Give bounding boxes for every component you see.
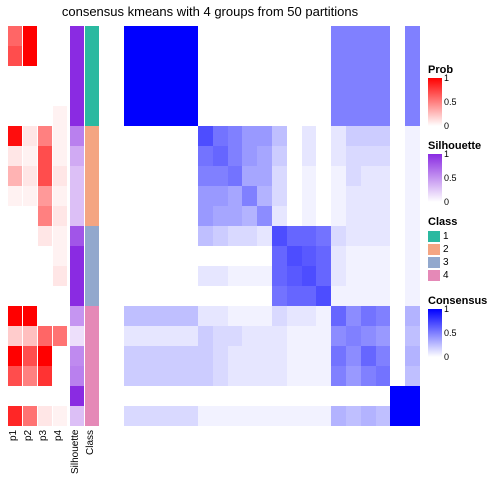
consensus-heatmap [124,26,420,426]
swatch-icon [428,257,440,268]
ann-label-p1: p1 [8,430,23,500]
legend-item-1: 1 [428,230,498,242]
row-annotations [8,26,116,426]
legend-title: Consensus [428,295,498,307]
swatch-icon [428,244,440,255]
ann-col-p2 [23,26,37,426]
legend-consensus: Consensus10.50 [428,295,498,357]
ann-label-Silhouette: Silhouette [70,430,85,500]
legend-title: Prob [428,64,498,76]
legend-item-4: 4 [428,269,498,281]
gradient-bar [428,309,442,357]
ann-col-p4 [53,26,67,426]
legend-prob: Prob10.50 [428,64,498,126]
gradient-bar [428,78,442,126]
ann-col-p1 [8,26,22,426]
ann-label-Class: Class [85,430,100,500]
ann-col-p3 [38,26,52,426]
plot-title: consensus kmeans with 4 groups from 50 p… [0,4,420,19]
legend-item-3: 3 [428,256,498,268]
legend-class: Class 1234 [428,216,498,281]
ann-label-p2: p2 [23,430,38,500]
swatch-icon [428,231,440,242]
legend-title: Silhouette [428,140,498,152]
swatch-icon [428,270,440,281]
ann-label-p3: p3 [38,430,53,500]
legend-panel: Prob10.50 Silhouette10.50 Class 1234 Consens… [428,64,498,371]
gradient-bar [428,154,442,202]
ann-col-Silhouette [70,26,84,426]
ann-col-Class [85,26,99,426]
ann-label-p4: p4 [53,430,68,500]
legend-title: Class [428,216,498,228]
legend-item-2: 2 [428,243,498,255]
legend-silhouette: Silhouette10.50 [428,140,498,202]
annotation-labels: p1p2p3p4SilhouetteClass [8,430,116,500]
